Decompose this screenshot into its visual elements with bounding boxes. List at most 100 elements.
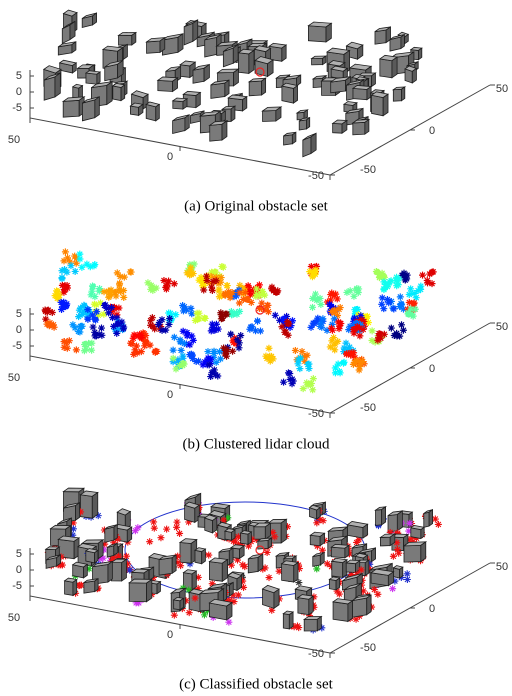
obstacle-side bbox=[306, 116, 311, 130]
obstacle-side bbox=[159, 36, 166, 54]
caption: (b) Clustered lidar cloud bbox=[182, 436, 330, 452]
obstacle-side bbox=[94, 549, 99, 564]
y-tick-label: -50 bbox=[360, 642, 376, 654]
obstacle bbox=[209, 561, 223, 582]
obstacle-side bbox=[364, 559, 370, 577]
lidar-cluster bbox=[398, 269, 411, 284]
obstacle-side bbox=[72, 62, 77, 74]
obstacle-side bbox=[184, 114, 190, 132]
obstacle bbox=[331, 560, 344, 578]
obstacle-side bbox=[75, 501, 80, 521]
lidar-cluster bbox=[100, 286, 115, 301]
y-tick-label: -50 bbox=[360, 164, 376, 176]
y-tick-label: 0 bbox=[429, 363, 435, 375]
obstacle-side bbox=[280, 518, 287, 544]
obstacle bbox=[210, 82, 226, 99]
obstacle-side bbox=[122, 43, 128, 61]
lidar-cluster bbox=[224, 330, 245, 352]
obstacle-side bbox=[371, 547, 376, 563]
obstacle-side bbox=[275, 106, 282, 122]
obstacle-side bbox=[231, 529, 236, 542]
obstacle-side bbox=[171, 554, 177, 575]
lidar-cluster bbox=[58, 281, 71, 296]
obstacle bbox=[297, 597, 310, 616]
obstacle-side bbox=[54, 72, 61, 98]
obstacle bbox=[240, 532, 249, 545]
lidar-cluster bbox=[191, 309, 209, 324]
lidar-cluster bbox=[129, 330, 145, 342]
obstacle-side bbox=[72, 578, 78, 597]
obstacle-side bbox=[97, 539, 104, 560]
obstacle-side bbox=[56, 554, 61, 567]
x-tick-label: 50 bbox=[8, 612, 20, 624]
obstacle bbox=[82, 99, 96, 122]
obstacle-side bbox=[288, 611, 294, 630]
obstacle bbox=[281, 563, 295, 583]
obstacle bbox=[282, 613, 290, 630]
obstacle-side bbox=[291, 131, 297, 145]
x-tick-label: 0 bbox=[167, 151, 173, 163]
obstacle-side bbox=[91, 491, 99, 519]
obstacle bbox=[112, 85, 122, 102]
obstacle-side bbox=[347, 600, 353, 623]
lidar-cluster bbox=[280, 369, 297, 388]
obstacle-side bbox=[261, 77, 267, 96]
obstacle-side bbox=[212, 516, 218, 534]
lidar-cluster bbox=[221, 288, 236, 302]
obstacle-side bbox=[319, 551, 325, 566]
obstacle bbox=[423, 511, 430, 528]
obstacle-side bbox=[195, 91, 201, 109]
obstacle-side bbox=[273, 588, 280, 610]
obstacle-side bbox=[344, 544, 350, 559]
y-tick-label: 50 bbox=[496, 321, 508, 333]
x-tick-label: 50 bbox=[8, 372, 20, 384]
obstacle-side bbox=[126, 526, 133, 543]
obstacle-side bbox=[121, 558, 127, 582]
lidar-cluster bbox=[323, 289, 341, 306]
lidar-cluster bbox=[316, 315, 338, 334]
lidar-cluster bbox=[110, 318, 128, 337]
lidar-cluster bbox=[372, 268, 388, 282]
lidar-cluster bbox=[113, 268, 135, 289]
obstacle-side bbox=[399, 566, 404, 579]
obstacle bbox=[332, 122, 343, 134]
obstacle-side bbox=[242, 95, 248, 112]
obstacle-side bbox=[247, 531, 252, 546]
obstacle-side bbox=[293, 84, 298, 104]
obstacle-side bbox=[201, 548, 206, 565]
obstacle bbox=[173, 599, 181, 611]
obstacle-side bbox=[203, 63, 210, 83]
lidar-cluster bbox=[205, 361, 222, 381]
lidar-cluster bbox=[89, 323, 106, 340]
lidar-cluster bbox=[278, 318, 293, 339]
obstacle-side bbox=[191, 570, 197, 591]
obstacle-side bbox=[316, 506, 321, 520]
obstacle bbox=[380, 536, 391, 547]
obstacle-side bbox=[177, 32, 184, 54]
lidar-cluster bbox=[169, 354, 188, 373]
y-tick-label: 50 bbox=[496, 83, 508, 95]
obstacle-side bbox=[319, 532, 325, 547]
lidar-cluster bbox=[144, 279, 160, 294]
z-tick-label: 5 bbox=[16, 70, 22, 82]
y-tick-label: 0 bbox=[429, 125, 435, 137]
obstacle-side bbox=[381, 506, 386, 526]
y-tick-label: -50 bbox=[360, 402, 376, 414]
obstacle-side bbox=[371, 72, 376, 88]
obstacle-side bbox=[264, 522, 271, 540]
obstacle bbox=[64, 580, 74, 596]
obstacle bbox=[80, 494, 93, 519]
x-tick-label: 0 bbox=[167, 629, 173, 641]
lidar-cluster bbox=[155, 314, 174, 334]
obstacle bbox=[209, 123, 223, 142]
lidar-cluster bbox=[378, 294, 398, 313]
obstacle bbox=[298, 119, 307, 131]
obstacle bbox=[179, 542, 192, 564]
obstacle-side bbox=[418, 47, 423, 61]
lidar-cluster bbox=[41, 306, 56, 323]
obstacle-side bbox=[107, 560, 113, 583]
x-tick-label: -50 bbox=[308, 170, 324, 182]
lidar-cluster bbox=[405, 282, 425, 302]
obstacle-side bbox=[401, 86, 406, 102]
